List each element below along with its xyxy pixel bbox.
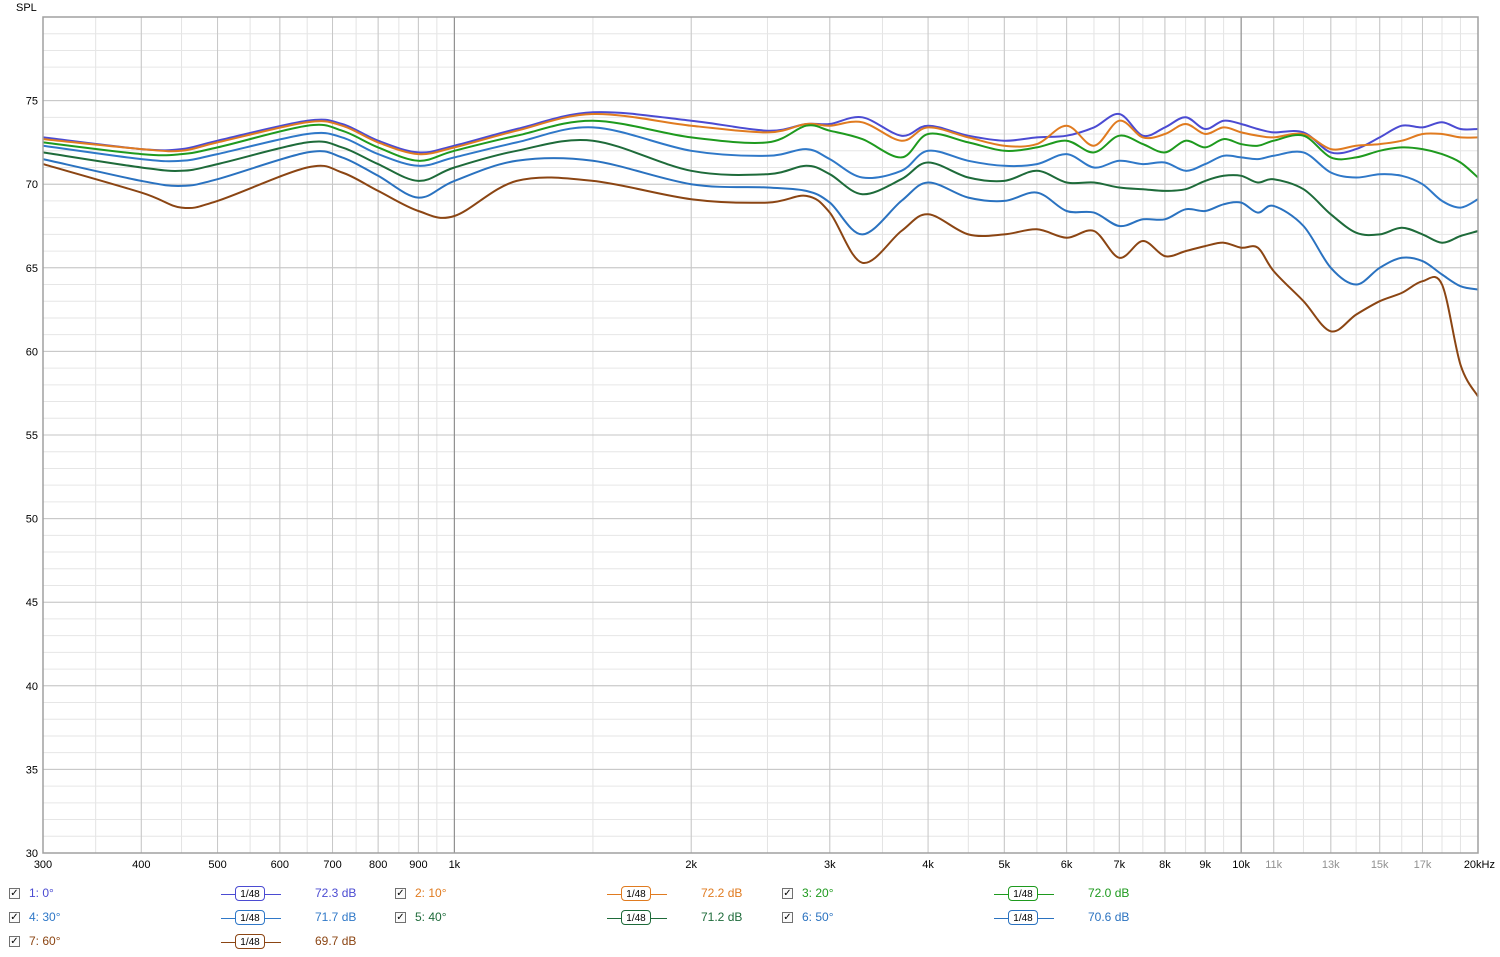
y-tick-label: 55 [26, 430, 38, 442]
x-tick-label: 700 [323, 859, 341, 871]
legend-name-7: 7: 60° [29, 934, 61, 948]
smoothing-button-1[interactable]: 1/48 [221, 886, 281, 902]
series-line-2 [42, 112, 1479, 156]
x-tick-label: 9k [1199, 859, 1211, 871]
y-axis-label: SPL [16, 2, 37, 14]
x-tick-label: 3k [824, 859, 836, 871]
legend-name-5: 5: 40° [415, 910, 447, 924]
x-tick-label: 8k [1159, 859, 1171, 871]
y-tick-label: 60 [26, 346, 38, 358]
visibility-checkbox-6[interactable]: ✓ [782, 912, 793, 923]
visibility-checkbox-1[interactable]: ✓ [9, 888, 20, 899]
x-tick-label: 20kHz [1464, 859, 1495, 871]
legend-name-3: 3: 20° [802, 886, 834, 900]
y-tick-label: 75 [26, 96, 38, 108]
series-line-6 [42, 150, 1479, 291]
y-tick-label: 35 [26, 764, 38, 776]
smoothing-button-2[interactable]: 1/48 [607, 886, 667, 902]
legend-level-5: 71.2 dB [701, 910, 743, 924]
legend-name-4: 4: 30° [29, 910, 61, 924]
x-tick-label: 5k [999, 859, 1011, 871]
smoothing-button-5[interactable]: 1/48 [607, 910, 667, 926]
legend-name-6: 6: 50° [802, 910, 834, 924]
x-tick-label: 15k [1371, 859, 1389, 871]
visibility-checkbox-5[interactable]: ✓ [395, 912, 406, 923]
x-tick-label: 1k [449, 859, 461, 871]
legend-level-1: 72.3 dB [315, 886, 357, 900]
x-tick-label: 600 [271, 859, 289, 871]
x-tick-label: 900 [409, 859, 427, 871]
legend: ✓ 1: 0° 1/48 72.3 dB ✓ 2: 10° 1/48 72.2 … [0, 880, 1500, 957]
x-tick-label: 400 [132, 859, 150, 871]
legend-level-2: 72.2 dB [701, 886, 743, 900]
x-tick-labels: 300 400 500 600 700 800 900 1k 2k 3k 4k 5k 6k 7k 8k 9k 1… [34, 859, 1495, 871]
x-tick-label: 17k [1414, 859, 1432, 871]
legend-name-1: 1: 0° [29, 886, 54, 900]
visibility-checkbox-3[interactable]: ✓ [782, 888, 793, 899]
y-tick-label: 45 [26, 597, 38, 609]
x-tick-label: 300 [34, 859, 52, 871]
x-tick-label: 6k [1061, 859, 1073, 871]
legend-name-2: 2: 10° [415, 886, 447, 900]
series-lines [42, 111, 1479, 398]
x-tick-label: 500 [208, 859, 226, 871]
x-tick-label: 13k [1322, 859, 1340, 871]
visibility-checkbox-2[interactable]: ✓ [395, 888, 406, 899]
x-tick-label: 4k [922, 859, 934, 871]
y-tick-label: 50 [26, 514, 38, 526]
series-line-5 [42, 139, 1479, 244]
y-tick-label: 65 [26, 263, 38, 275]
visibility-checkbox-4[interactable]: ✓ [9, 912, 20, 923]
visibility-checkbox-7[interactable]: ✓ [9, 936, 20, 947]
legend-level-3: 72.0 dB [1088, 886, 1130, 900]
series-line-3 [42, 119, 1479, 179]
series-line-4 [42, 126, 1479, 209]
x-tick-label: 800 [369, 859, 387, 871]
x-tick-label: 10k [1232, 859, 1250, 871]
smoothing-button-3[interactable]: 1/48 [994, 886, 1054, 902]
plot-frame [42, 16, 1479, 854]
y-tick-label: 40 [26, 681, 38, 693]
x-tick-label: 2k [685, 859, 697, 871]
x-tick-label: 7k [1113, 859, 1125, 871]
smoothing-button-4[interactable]: 1/48 [221, 910, 281, 926]
series-line-1 [42, 111, 1479, 155]
legend-level-7: 69.7 dB [315, 934, 357, 948]
y-tick-label: 70 [26, 179, 38, 191]
x-tick-label: 11k [1265, 859, 1282, 871]
smoothing-button-7[interactable]: 1/48 [221, 934, 281, 950]
legend-level-6: 70.6 dB [1088, 910, 1130, 924]
frequency-response-chart: SPL 30 35 40 45 50 55 60 65 70 75 300 400 500 600 700… [16, 2, 1495, 871]
smoothing-button-6[interactable]: 1/48 [994, 910, 1054, 926]
y-tick-labels: 30 35 40 45 50 55 60 65 70 75 [26, 96, 38, 860]
legend-level-4: 71.7 dB [315, 910, 357, 924]
series-line-7 [42, 163, 1479, 398]
y-tick-label: 30 [26, 848, 38, 860]
